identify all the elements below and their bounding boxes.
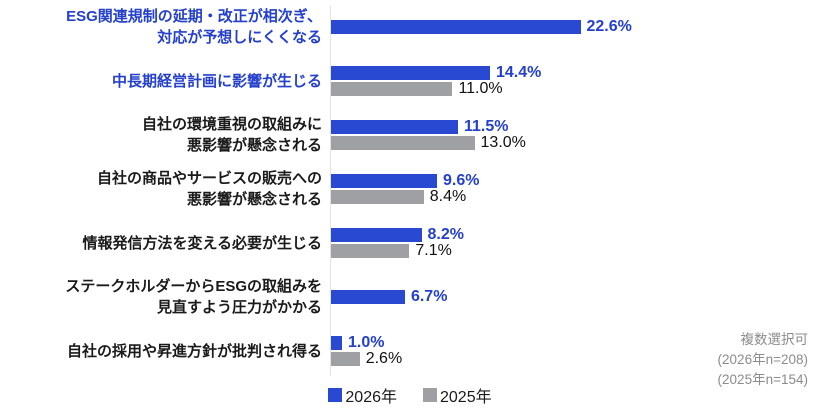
bar-line-2026年: 22.6%	[331, 19, 632, 35]
category-label-line: ステークホルダーからESGの取組みを	[65, 278, 322, 295]
value-label-2026年: 6.7%	[410, 288, 448, 305]
category-label-line: 対応が予想しにくくなる	[157, 29, 322, 46]
bar-group: 9.6% 8.4%	[331, 173, 607, 205]
bar-2025年	[331, 352, 360, 366]
bar-group: 14.4% 11.0%	[331, 65, 607, 97]
bar-line-2025年: 13.0%	[331, 134, 607, 151]
bar-line-2026年: 1.0%	[331, 334, 607, 351]
footnote-line-n-2025: (2025年n=154)	[717, 372, 808, 387]
bar-2026年	[331, 174, 437, 188]
bar-2026年	[331, 120, 458, 134]
value-label-2026年: 8.2%	[427, 226, 464, 243]
bar-group: 22.6%	[331, 19, 632, 35]
value-label-2026年: 9.6%	[442, 172, 480, 189]
bar-line-2026年: 14.4%	[331, 64, 607, 81]
legend-label-2025: 2025年	[440, 389, 492, 406]
chart-row: 自社の商品やサービスの販売への悪影響が懸念される 9.6% 8.4%	[0, 162, 820, 216]
value-label-2025年: 2.6%	[365, 350, 403, 367]
category-label: ステークホルダーからESGの取組みを見直すよう圧力がかかる	[0, 276, 322, 318]
chart-rows: ESG関連規制の延期・改正が相次ぎ、対応が予想しにくくなる 22.6% 中長期経営計…	[0, 0, 820, 378]
bar-2026年	[331, 66, 490, 80]
category-label-line: 自社の採用や昇進方針が批判され得る	[66, 342, 322, 360]
bar-line-2025年: 11.0%	[331, 80, 607, 97]
bar-group: 11.5% 13.0%	[331, 119, 607, 151]
bar-2026年	[331, 336, 343, 350]
bar-2026年	[331, 290, 405, 304]
category-label: ESG関連規制の延期・改正が相次ぎ、対応が予想しにくくなる	[0, 6, 322, 48]
legend-item-2026: 2026年	[328, 383, 397, 407]
category-label-line: 悪影響が懸念される	[186, 191, 322, 208]
value-label-2026年: 1.0%	[348, 334, 385, 351]
bar-line-2026年: 8.2%	[331, 226, 607, 243]
legend-label-2026: 2026年	[345, 389, 397, 406]
category-label-line: 情報発信方法を変える必要が生じる	[82, 234, 322, 252]
category-label: 中長期経営計画に影響が生じる	[0, 71, 322, 92]
category-label-line: 見直すよう圧力がかかる	[156, 299, 322, 316]
category-label-line: 自社の環境重視の取組みに	[141, 116, 322, 133]
value-label-2025年: 7.1%	[415, 242, 452, 259]
bar-line-2026年: 11.5%	[331, 118, 607, 135]
chart-row: 自社の採用や昇進方針が批判され得る 1.0% 2.6%	[0, 324, 820, 378]
bar-2025年	[331, 82, 453, 96]
chart-row: 自社の環境重視の取組みに悪影響が懸念される 11.5% 13.0%	[0, 108, 820, 162]
bar-2025年	[331, 190, 424, 204]
bar-group: 8.2% 7.1%	[331, 227, 607, 259]
chart-row: ESG関連規制の延期・改正が相次ぎ、対応が予想しにくくなる 22.6%	[0, 0, 820, 54]
value-label-2026年: 22.6%	[586, 18, 632, 35]
footnote-line-multiselect: 複数選択可	[740, 332, 809, 347]
bar-line-2026年: 9.6%	[331, 172, 607, 189]
category-label: 自社の採用や昇進方針が批判され得る	[0, 341, 322, 362]
legend-swatch-2026-icon	[328, 388, 343, 402]
legend-swatch-2025-icon	[423, 388, 437, 402]
value-label-2026年: 14.4%	[495, 64, 542, 81]
bar-line-2025年: 8.4%	[331, 188, 607, 205]
bar-line-2026年: 6.7%	[331, 288, 607, 305]
chart-row: ステークホルダーからESGの取組みを見直すよう圧力がかかる 6.7%	[0, 270, 820, 324]
chart-row: 情報発信方法を変える必要が生じる 8.2% 7.1%	[0, 216, 820, 270]
category-label-line: 中長期経営計画に影響が生じる	[111, 72, 322, 90]
category-label: 自社の商品やサービスの販売への悪影響が懸念される	[0, 168, 322, 210]
value-label-2025年: 13.0%	[480, 134, 526, 151]
y-axis-line	[330, 6, 331, 376]
chart-row: 中長期経営計画に影響が生じる 14.4% 11.0%	[0, 54, 820, 108]
category-label: 自社の環境重視の取組みに悪影響が懸念される	[0, 114, 322, 156]
category-label-line: ESG関連規制の延期・改正が相次ぎ、	[66, 8, 322, 25]
bar-2025年	[331, 244, 410, 258]
value-label-2025年: 11.0%	[458, 80, 503, 97]
bar-line-2025年: 7.1%	[331, 242, 607, 259]
category-label-line: 悪影響が懸念される	[186, 137, 322, 154]
value-label-2025年: 8.4%	[429, 188, 467, 205]
legend: 2026年 2025年	[0, 383, 820, 407]
bar-2026年	[331, 20, 581, 34]
footnote-line-n-2026: (2026年n=208)	[717, 352, 808, 367]
value-label-2026年: 11.5%	[463, 118, 509, 135]
bar-group: 6.7%	[331, 289, 607, 305]
legend-item-2025: 2025年	[423, 383, 492, 407]
bar-line-2025年: 2.6%	[331, 350, 607, 367]
bar-2026年	[331, 228, 422, 242]
survey-footnote: 複数選択可 (2026年n=208) (2025年n=154)	[718, 330, 808, 390]
category-label: 情報発信方法を変える必要が生じる	[0, 233, 322, 254]
category-label-line: 自社の商品やサービスの販売への	[96, 170, 322, 187]
bar-group: 1.0% 2.6%	[331, 335, 607, 367]
bar-2025年	[331, 136, 475, 150]
